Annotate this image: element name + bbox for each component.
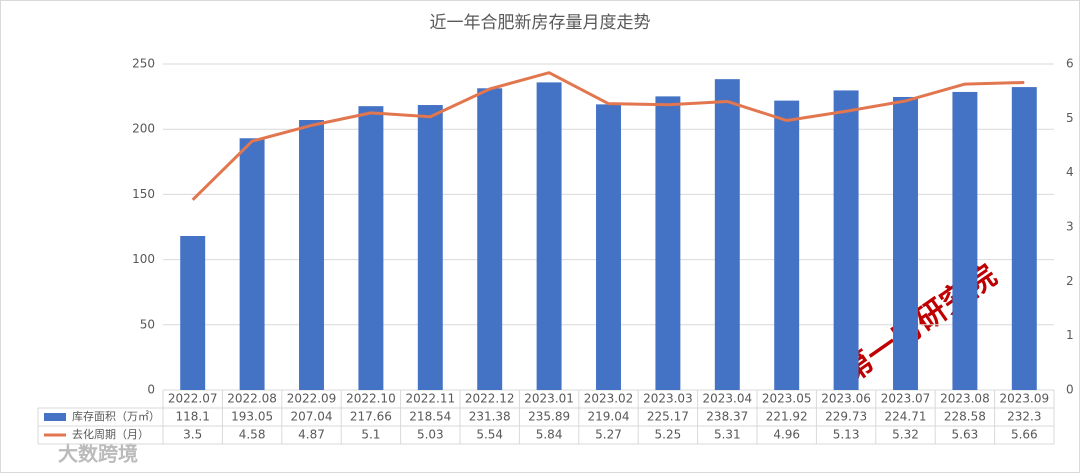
table-value: 193.05	[231, 410, 273, 424]
x-tick-label: 2023.05	[762, 392, 812, 406]
table-value: 5.63	[952, 428, 979, 442]
table-value: 5.03	[417, 428, 444, 442]
table-value: 3.5	[183, 428, 202, 442]
logo: 大数跨境	[58, 442, 138, 466]
x-tick-label: 2023.04	[702, 392, 752, 406]
y2-tick-label: 3	[1066, 220, 1074, 234]
y2-tick-label: 6	[1066, 57, 1074, 71]
legend-label: 库存面积（万㎡）	[72, 409, 160, 423]
y-tick-label: 0	[147, 383, 155, 397]
y2-tick-label: 5	[1066, 111, 1074, 125]
legend-swatch	[44, 413, 66, 421]
x-tick-label: 2022.07	[168, 392, 218, 406]
table-value: 218.54	[409, 410, 451, 424]
table-value: 224.71	[885, 410, 927, 424]
table-value: 229.73	[825, 410, 867, 424]
bar	[833, 90, 859, 391]
bar	[655, 96, 681, 390]
table-value: 5.27	[595, 428, 622, 442]
table-value: 207.04	[291, 410, 333, 424]
y-tick-label: 250	[132, 57, 155, 71]
bar	[180, 235, 206, 390]
bar	[299, 120, 324, 390]
x-tick-label: 2023.01	[524, 392, 574, 406]
x-tick-label: 2022.11	[405, 392, 455, 406]
x-tick-label: 2023.03	[643, 392, 693, 406]
x-tick-label: 2022.12	[465, 392, 515, 406]
table-value: 4.96	[773, 428, 800, 442]
table-value: 5.31	[714, 428, 741, 442]
bar	[536, 82, 562, 390]
y2-tick-label: 4	[1066, 165, 1074, 179]
bar	[952, 91, 978, 391]
table-value: 4.58	[239, 428, 266, 442]
x-tick-label: 2022.10	[346, 392, 396, 406]
bar	[893, 96, 918, 391]
table-value: 232.3	[1007, 410, 1041, 424]
table-value: 217.66	[350, 410, 392, 424]
table-value: 5.13	[833, 428, 860, 442]
table-value: 5.66	[1011, 428, 1038, 442]
table-value: 238.37	[706, 410, 748, 424]
y2-tick-label: 2	[1066, 274, 1074, 288]
x-tick-label: 2023.08	[940, 392, 990, 406]
legend-label: 去化周期（月）	[72, 427, 149, 441]
bar	[774, 100, 800, 390]
x-tick-label: 2023.06	[821, 392, 871, 406]
x-tick-label: 2023.02	[584, 392, 634, 406]
table-value: 228.58	[944, 410, 986, 424]
chart-title: 近一年合肥新房存量月度走势	[430, 13, 651, 33]
y2-tick-label: 1	[1066, 328, 1074, 342]
bar	[714, 79, 740, 390]
table-value: 231.38	[469, 410, 511, 424]
x-tick-label: 2023.09	[999, 392, 1049, 406]
table-value: 118.1	[176, 410, 210, 424]
table-value: 5.1	[361, 428, 380, 442]
y-tick-label: 200	[132, 122, 155, 136]
y-tick-label: 50	[140, 317, 155, 331]
bar	[477, 88, 503, 390]
table-value: 5.54	[476, 428, 503, 442]
y2-tick-label: 0	[1066, 383, 1074, 397]
y-tick-label: 150	[132, 187, 155, 201]
table-value: 219.04	[588, 410, 630, 424]
x-tick-label: 2022.08	[227, 392, 277, 406]
bar	[417, 105, 443, 391]
table-value: 5.25	[655, 428, 682, 442]
table-value: 5.84	[536, 428, 563, 442]
line	[191, 71, 1025, 201]
bar	[596, 104, 621, 391]
table-value: 5.32	[892, 428, 919, 442]
x-tick-label: 2023.07	[881, 392, 931, 406]
bar	[358, 106, 384, 390]
table-value: 221.92	[766, 410, 808, 424]
bar	[239, 138, 265, 390]
table-value: 225.17	[647, 410, 689, 424]
y-tick-label: 100	[132, 252, 155, 266]
x-tick-label: 2022.09	[287, 392, 337, 406]
table-value: 235.89	[528, 410, 570, 424]
table-value: 4.87	[298, 428, 325, 442]
bar	[1011, 87, 1037, 390]
